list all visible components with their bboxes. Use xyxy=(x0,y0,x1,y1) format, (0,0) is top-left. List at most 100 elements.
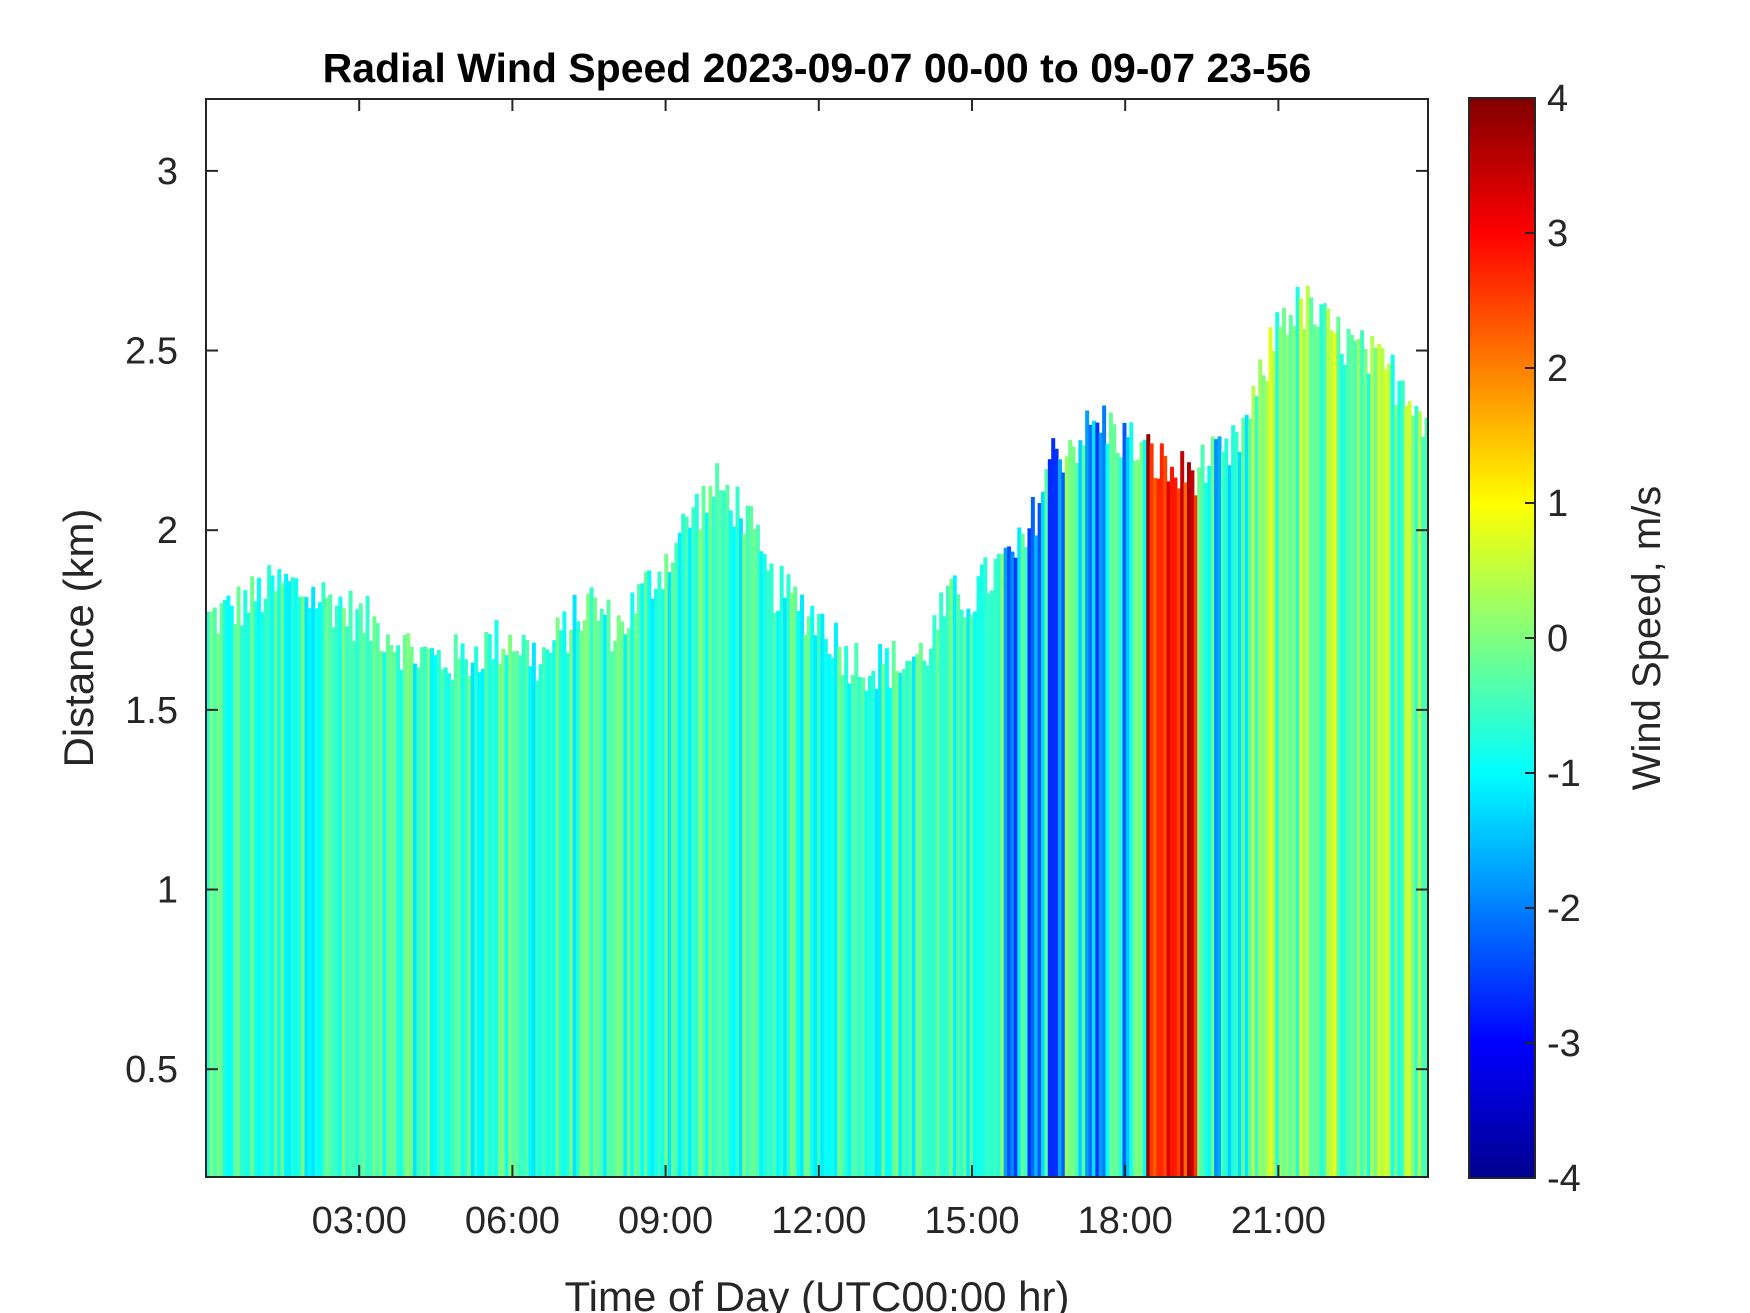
heatmap-column xyxy=(647,570,652,1177)
heatmap-column xyxy=(664,554,669,1177)
heatmap-column xyxy=(952,575,957,1177)
heatmap-column xyxy=(246,612,251,1177)
heatmap-column xyxy=(1322,303,1327,1177)
x-tick-label: 03:00 xyxy=(312,1200,407,1242)
x-tick-label: 09:00 xyxy=(618,1200,713,1242)
heatmap-column xyxy=(1061,472,1066,1177)
heatmap-column xyxy=(318,602,323,1177)
heatmap-column xyxy=(1336,316,1341,1177)
heatmap-column xyxy=(772,612,777,1177)
heatmap-column xyxy=(436,650,441,1177)
heatmap-column xyxy=(1346,328,1351,1177)
heatmap-column xyxy=(1404,406,1409,1177)
heatmap-column xyxy=(467,675,472,1177)
heatmap-column xyxy=(1132,460,1137,1177)
heatmap-column xyxy=(633,613,638,1177)
heatmap-column xyxy=(803,634,808,1177)
y-tick-label: 2.5 xyxy=(125,331,178,373)
heatmap-column xyxy=(1295,286,1300,1177)
heatmap-column xyxy=(1261,375,1266,1177)
heatmap-column xyxy=(1091,420,1096,1177)
heatmap-column xyxy=(1251,385,1256,1177)
heatmap-column xyxy=(1095,422,1100,1177)
heatmap-column xyxy=(362,632,367,1177)
heatmap-column xyxy=(827,653,832,1177)
heatmap-column xyxy=(348,590,353,1177)
heatmap-column xyxy=(854,642,859,1177)
heatmap-column xyxy=(1237,451,1242,1177)
heatmap-column xyxy=(888,687,893,1177)
heatmap-column xyxy=(535,680,540,1177)
heatmap-column xyxy=(725,484,730,1177)
heatmap-column xyxy=(935,629,940,1177)
heatmap-column xyxy=(684,516,689,1177)
heatmap-column xyxy=(389,644,394,1177)
heatmap-columns xyxy=(206,285,1428,1177)
heatmap-column xyxy=(1068,440,1073,1177)
heatmap-column xyxy=(236,586,241,1177)
heatmap-area xyxy=(206,285,1428,1177)
heatmap-column xyxy=(433,655,438,1177)
heatmap-column xyxy=(993,558,998,1177)
heatmap-column xyxy=(942,616,947,1177)
heatmap-column xyxy=(416,667,421,1177)
heatmap-column xyxy=(1224,438,1229,1177)
heatmap-column xyxy=(1366,373,1371,1177)
y-tick-label: 0.5 xyxy=(125,1049,178,1091)
heatmap-column xyxy=(341,608,346,1177)
heatmap-column xyxy=(1414,406,1419,1177)
heatmap-column xyxy=(1278,326,1283,1177)
heatmap-column xyxy=(569,629,574,1177)
colorbar-ticks: 4 3 2 1 0 -1 -2 -3 -4 xyxy=(1525,78,1581,1200)
heatmap-column xyxy=(528,666,533,1177)
heatmap-column xyxy=(806,616,811,1177)
heatmap-column xyxy=(1146,434,1151,1177)
heatmap-column xyxy=(857,676,862,1177)
heatmap-column xyxy=(1299,298,1303,1177)
heatmap-column xyxy=(1074,462,1079,1177)
heatmap-column xyxy=(1397,380,1402,1177)
heatmap-column xyxy=(881,663,886,1177)
heatmap-column xyxy=(1244,414,1249,1177)
heatmap-column xyxy=(908,660,913,1177)
heatmap-column xyxy=(314,608,319,1177)
heatmap-column xyxy=(1285,334,1290,1177)
heatmap-column xyxy=(973,611,978,1177)
heatmap-column xyxy=(1142,439,1147,1177)
heatmap-column xyxy=(206,611,210,1177)
heatmap-column xyxy=(626,628,631,1177)
heatmap-column xyxy=(474,646,479,1177)
heatmap-column xyxy=(1020,533,1025,1177)
heatmap-column xyxy=(1421,436,1426,1177)
colorbar-tick-label: 3 xyxy=(1547,213,1568,255)
heatmap-column xyxy=(548,652,553,1177)
heatmap-column xyxy=(1302,329,1307,1177)
heatmap-column xyxy=(932,615,937,1177)
heatmap-column xyxy=(769,563,774,1177)
heatmap-column xyxy=(233,624,238,1177)
heatmap-column xyxy=(504,654,509,1177)
heatmap-column xyxy=(745,505,750,1177)
heatmap-column xyxy=(895,671,900,1177)
heatmap-column xyxy=(1122,422,1127,1177)
heatmap-column xyxy=(582,620,587,1177)
heatmap-column xyxy=(331,627,336,1177)
heatmap-column xyxy=(324,597,329,1177)
heatmap-column xyxy=(1339,353,1344,1177)
heatmap-column xyxy=(1424,417,1428,1177)
heatmap-column xyxy=(494,620,499,1177)
heatmap-column xyxy=(1170,466,1175,1177)
heatmap-column xyxy=(776,610,781,1177)
heatmap-column xyxy=(738,518,743,1177)
heatmap-column xyxy=(1193,495,1198,1177)
heatmap-column xyxy=(1180,451,1185,1177)
heatmap-column xyxy=(1007,546,1012,1177)
heatmap-column xyxy=(1088,424,1093,1177)
heatmap-column xyxy=(321,582,326,1177)
heatmap-column xyxy=(402,634,407,1177)
heatmap-column xyxy=(800,594,805,1177)
heatmap-column xyxy=(1268,327,1273,1177)
heatmap-column xyxy=(630,592,635,1177)
heatmap-column xyxy=(518,655,523,1177)
heatmap-column xyxy=(250,576,255,1177)
